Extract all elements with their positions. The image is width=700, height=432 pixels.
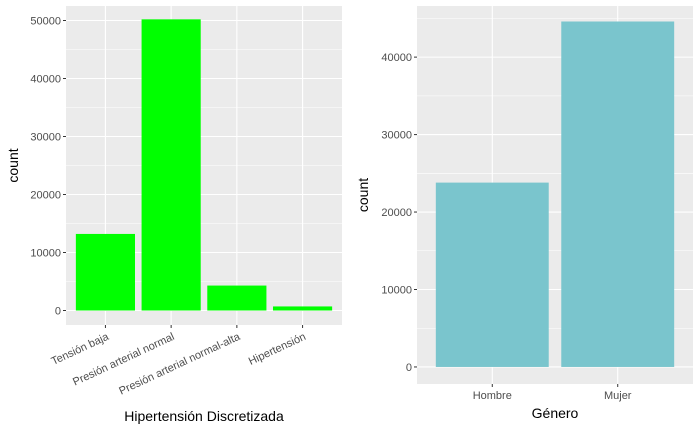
y-tick-label: 10000 — [30, 248, 61, 260]
x-tick-label: Presión arterial normal-alta — [117, 330, 243, 397]
chart-genero: 0 10000 20000 30000 40000 Hombre Mujer Género co… — [355, 6, 693, 421]
x-tick-label: Mujer — [604, 390, 632, 402]
y-tick-label: 0 — [55, 306, 61, 318]
y-axis-title: count — [355, 178, 371, 212]
bar — [75, 233, 135, 311]
y-axis-title: count — [5, 148, 21, 182]
bar — [207, 285, 267, 311]
y-tick-label: 20000 — [30, 190, 61, 202]
y-tick-label: 30000 — [381, 130, 412, 142]
y-tick-label: 10000 — [381, 285, 412, 297]
bar — [141, 19, 201, 311]
x-tick-label: Hombre — [473, 390, 512, 402]
y-tick-label: 30000 — [30, 132, 61, 144]
bar — [273, 306, 333, 311]
y-tick-label: 0 — [406, 362, 412, 374]
y-tick-label: 20000 — [381, 207, 412, 219]
x-axis-title: Género — [532, 405, 579, 421]
x-axis-title: Hipertensión Discretizada — [124, 408, 284, 424]
y-tick-label: 40000 — [30, 74, 61, 86]
bar — [561, 21, 675, 367]
bar — [435, 182, 549, 367]
y-tick-label: 40000 — [381, 52, 412, 64]
y-tick-label: 50000 — [30, 16, 61, 28]
x-tick-label: Hipertensión — [247, 331, 308, 368]
